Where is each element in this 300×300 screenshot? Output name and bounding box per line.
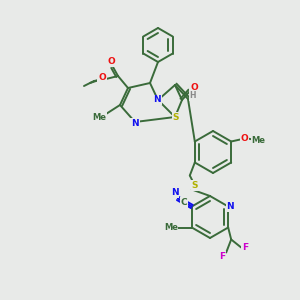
Text: O: O xyxy=(98,74,106,82)
Text: S: S xyxy=(192,181,198,190)
Text: N: N xyxy=(171,188,178,197)
Text: F: F xyxy=(242,243,248,252)
Text: O: O xyxy=(240,134,248,143)
Text: N: N xyxy=(131,118,139,127)
Text: Me: Me xyxy=(251,136,265,145)
Text: O: O xyxy=(190,82,198,91)
Text: S: S xyxy=(173,112,179,122)
Text: N: N xyxy=(226,202,234,211)
Text: N: N xyxy=(153,95,161,104)
Text: O: O xyxy=(107,58,115,67)
Text: H: H xyxy=(190,92,196,100)
Text: Me: Me xyxy=(164,223,178,232)
Text: Me: Me xyxy=(92,112,106,122)
Text: F: F xyxy=(219,252,225,261)
Text: C: C xyxy=(181,198,187,207)
